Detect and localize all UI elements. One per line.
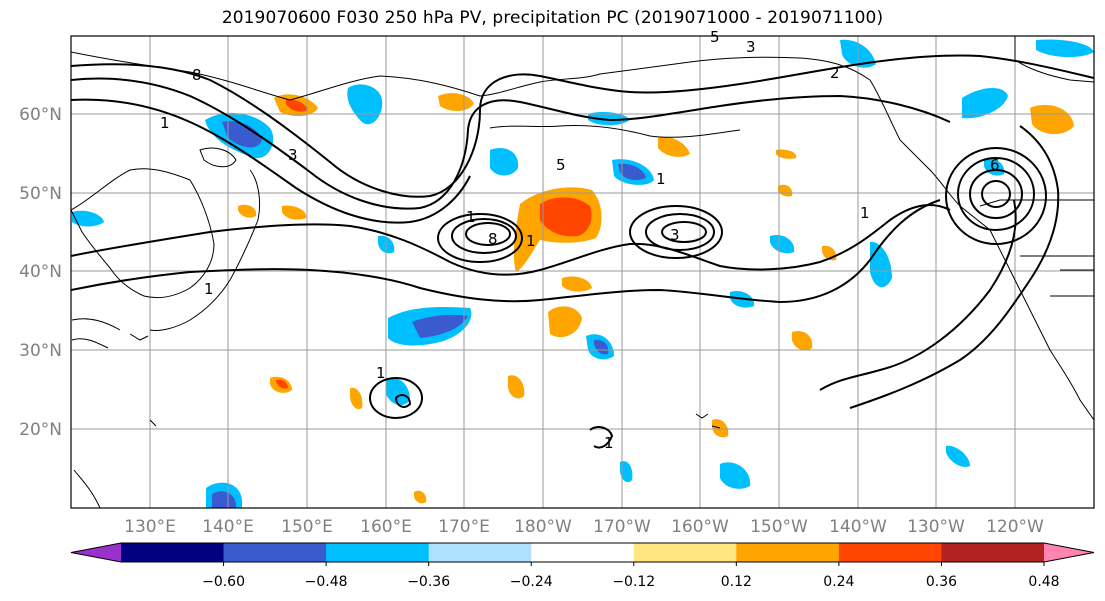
colorbar-extension-low [71,543,121,562]
pv-contour-label: 1 [604,434,614,452]
colorbar-extension-high [1044,543,1094,562]
pv-contour-label: 3 [746,38,756,56]
precip-area-negative [588,112,630,126]
lon-label: 160°E [360,517,412,537]
precip-area-negative [720,462,751,489]
precip-area-negative [946,445,970,467]
precip-area-positive [562,276,592,292]
colorbar-segment [428,543,532,562]
colorbar-segment [121,543,225,562]
precip-area-positive [350,387,363,410]
precip-area-negative [962,87,1008,119]
precip-area-positive [414,490,427,504]
colorbar-tick-label: 0.48 [1028,574,1059,590]
pv-contour-label: 1 [656,170,666,188]
pv-contour-label: 6 [990,156,1000,174]
colorbar-tick-label: −0.48 [305,574,348,590]
pv-contour-label: 5 [710,28,720,46]
lon-label: 140°E [202,517,254,537]
pv-contour-label: 1 [860,204,870,222]
precip-area-positive [712,419,729,438]
lon-label: 170°E [438,517,490,537]
colorbar-segment [941,543,1045,562]
graticule [71,36,1094,508]
figure-title: 2019070600 F030 250 hPa PV, precipitatio… [221,8,884,28]
precip-area-positive [658,136,690,157]
pv-contour-label: 8 [192,66,202,84]
lat-label: 60°N [19,105,62,125]
colorbar-segment [326,543,430,562]
precip-area-positive [792,330,813,351]
pv-contour-label: 5 [556,156,566,174]
precip-area-negative [620,461,633,483]
precip-area-negative-strong [412,314,468,338]
colorbar-segment [838,543,942,562]
precip-area-negative-strong [618,163,646,180]
colorbar-tick-label: −0.24 [510,574,553,590]
pv-contour-label: 1 [466,208,476,226]
lon-label: 130°E [124,517,176,537]
lat-label: 50°N [19,184,62,204]
colorbar-segment [633,543,737,562]
lon-label: 180°W [514,517,572,537]
lon-label: 140°W [829,517,887,537]
pv-contour-label: 1 [160,114,170,132]
colorbar: −0.60 −0.48 −0.36 −0.24 −0.12 0.12 0.24 0.36 0.4… [70,542,1095,590]
pv-contour-label: 1 [204,280,214,298]
colorbar-tick-label: 0.36 [926,574,957,590]
precip-area-positive [438,93,474,111]
lon-label: 150°W [750,517,808,537]
colorbar-tick-label: 0.12 [721,574,752,590]
precip-area-positive-strong [286,99,308,112]
precip-area-positive [508,375,525,399]
precip-area-negative [386,378,410,406]
colorbar-tick-label: −0.12 [612,574,655,590]
precip-area-negative-strong [212,491,236,508]
precipitation-shading [72,39,1094,508]
precip-area-negative [72,210,104,227]
latitude-labels: 60°N 50°N 40°N 30°N 20°N [19,105,62,440]
lon-label: 130°W [907,517,965,537]
pv-contour-labels: 1 8 3 1 8 1 5 1 3 6 1 2 5 3 1 1 1 [160,28,1000,452]
precip-area-positive [778,184,793,197]
pv-contour-label: 1 [376,364,386,382]
colorbar-tick-label: −0.60 [202,574,245,590]
lon-label: 150°E [281,517,333,537]
precip-area-negative [490,148,519,176]
precip-area-positive [776,149,797,159]
pv-contour-label: 1 [526,232,536,250]
precip-area-negative-strong [222,121,262,148]
precip-area-negative [770,234,795,254]
lon-label: 170°W [593,517,651,537]
pv-contour-label: 3 [670,226,680,244]
colorbar-tick-label: 0.24 [823,574,854,590]
pv-contour-label: 3 [288,146,298,164]
lat-label: 20°N [19,420,62,440]
longitude-labels: 130°E 140°E 150°E 160°E 170°E 180°W 170°… [124,517,1044,537]
precip-area-negative [1036,39,1094,58]
colorbar-segment [736,543,840,562]
lat-label: 40°N [19,262,62,282]
lon-label: 120°W [986,517,1044,537]
map-frame [70,35,1095,509]
pv-contour-label: 8 [488,230,498,248]
precip-area-positive [282,205,307,220]
precip-area-positive-strong [540,197,592,237]
colorbar-tick-label: −0.36 [407,574,450,590]
precip-area-positive [1030,104,1074,135]
precip-area-positive [238,204,257,218]
pv-contours [71,54,1094,449]
colorbar-segment [223,543,327,562]
colorbar-segment [531,543,635,562]
pv-contour-label: 2 [830,64,840,82]
precip-area-negative-strong [594,339,609,355]
map-background [71,36,1094,508]
precip-area-positive-strong [276,379,288,389]
lat-label: 30°N [19,341,62,361]
lon-label: 160°W [671,517,729,537]
precip-area-positive [548,306,582,338]
